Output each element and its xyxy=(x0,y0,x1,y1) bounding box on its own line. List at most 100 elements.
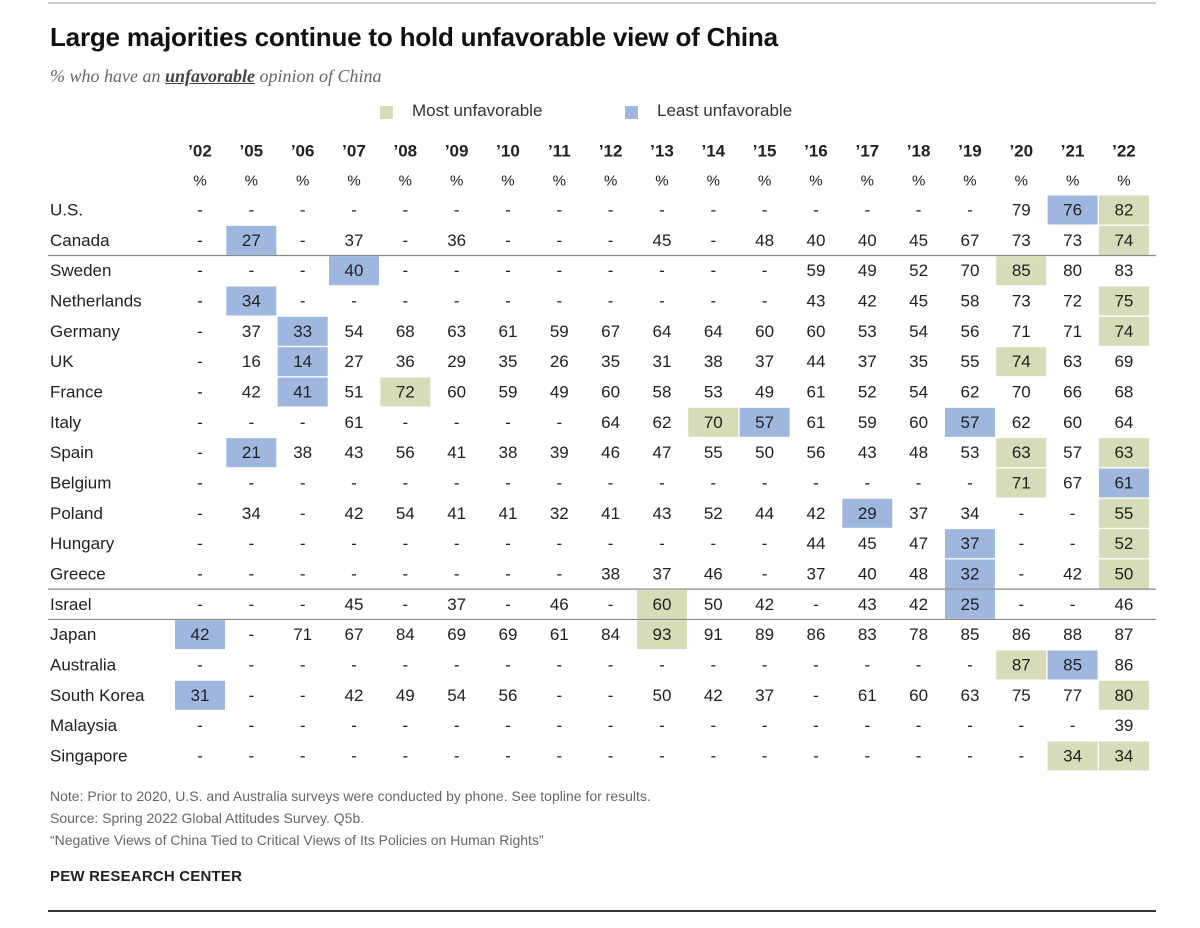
data-label: - xyxy=(454,201,460,220)
data-label: 84 xyxy=(396,625,415,644)
data-label: - xyxy=(351,655,357,674)
data-label: - xyxy=(762,746,768,765)
data-label: 85 xyxy=(1012,261,1031,280)
data-label: - xyxy=(505,534,511,553)
data-label: - xyxy=(197,443,203,462)
highlight-cell-least xyxy=(944,407,995,437)
data-label: - xyxy=(300,746,306,765)
year-header: ’20 xyxy=(1009,142,1033,161)
data-label: 61 xyxy=(806,413,825,432)
data-label: - xyxy=(300,716,306,735)
data-label: - xyxy=(505,413,511,432)
data-label: 85 xyxy=(1063,655,1082,674)
data-label: 72 xyxy=(1063,291,1082,310)
highlight-cell-least xyxy=(277,377,328,407)
data-label: - xyxy=(916,746,922,765)
data-label: 73 xyxy=(1063,231,1082,250)
data-label: - xyxy=(197,595,203,614)
data-label: - xyxy=(300,655,306,674)
data-label: 75 xyxy=(1012,686,1031,705)
data-label: 29 xyxy=(858,504,877,523)
data-label: - xyxy=(608,261,614,280)
unit-label: % xyxy=(193,173,206,190)
data-label: - xyxy=(659,291,665,310)
data-label: 87 xyxy=(1114,625,1133,644)
country-label: Hungary xyxy=(50,534,115,553)
data-label: - xyxy=(916,716,922,735)
data-label: - xyxy=(248,201,254,220)
data-label: - xyxy=(556,261,562,280)
data-label: - xyxy=(351,746,357,765)
data-label: 56 xyxy=(960,322,979,341)
data-label: - xyxy=(556,413,562,432)
data-label: - xyxy=(248,716,254,735)
data-label: - xyxy=(351,564,357,583)
data-label: - xyxy=(351,201,357,220)
data-label: 74 xyxy=(1012,352,1031,371)
data-label: - xyxy=(505,201,511,220)
data-label: - xyxy=(505,231,511,250)
data-label: 86 xyxy=(806,625,825,644)
highlight-cell-most xyxy=(1098,680,1149,710)
data-label: 86 xyxy=(1012,625,1031,644)
data-label: - xyxy=(300,534,306,553)
data-label: - xyxy=(710,291,716,310)
data-label: 59 xyxy=(858,413,877,432)
data-label: 67 xyxy=(960,231,979,250)
highlight-cell-most xyxy=(1098,559,1149,589)
data-label: - xyxy=(505,595,511,614)
data-label: 44 xyxy=(755,504,774,523)
highlight-cell-most xyxy=(1098,741,1149,771)
data-label: 42 xyxy=(755,595,774,614)
data-label: - xyxy=(300,564,306,583)
data-label: 37 xyxy=(242,322,261,341)
unit-label: % xyxy=(1117,173,1130,190)
data-label: 34 xyxy=(242,291,261,310)
data-label: - xyxy=(300,595,306,614)
data-label: - xyxy=(197,291,203,310)
highlight-cell-least xyxy=(944,589,995,619)
country-label: Canada xyxy=(50,231,110,250)
note-text: Note: Prior to 2020, U.S. and Australia … xyxy=(50,788,651,804)
data-label: - xyxy=(556,716,562,735)
data-label: 43 xyxy=(806,291,825,310)
year-header: ’07 xyxy=(342,142,366,161)
data-label: - xyxy=(402,291,408,310)
data-label: 61 xyxy=(806,382,825,401)
highlight-cell-most xyxy=(1098,286,1149,316)
data-label: 91 xyxy=(704,625,723,644)
data-label: - xyxy=(556,534,562,553)
data-label: - xyxy=(351,291,357,310)
data-label: 70 xyxy=(1012,382,1031,401)
data-label: - xyxy=(556,746,562,765)
data-label: - xyxy=(402,231,408,250)
country-label: Australia xyxy=(50,655,117,674)
data-label: - xyxy=(967,716,973,735)
data-label: 52 xyxy=(858,382,877,401)
country-label: Italy xyxy=(50,413,82,432)
data-label: - xyxy=(1070,716,1076,735)
data-label: 53 xyxy=(960,443,979,462)
data-label: - xyxy=(608,231,614,250)
data-label: 64 xyxy=(601,413,620,432)
data-label: - xyxy=(608,291,614,310)
data-label: - xyxy=(864,201,870,220)
data-label: 49 xyxy=(858,261,877,280)
data-label: 55 xyxy=(960,352,979,371)
data-label: 85 xyxy=(960,625,979,644)
data-label: - xyxy=(454,534,460,553)
data-label: 50 xyxy=(653,686,672,705)
data-label: 50 xyxy=(704,595,723,614)
data-label: - xyxy=(1070,534,1076,553)
data-label: - xyxy=(813,201,819,220)
data-label: 37 xyxy=(858,352,877,371)
unit-label: % xyxy=(963,173,976,190)
data-label: - xyxy=(197,413,203,432)
data-label: - xyxy=(197,352,203,371)
data-label: 57 xyxy=(960,413,979,432)
top-rule xyxy=(48,2,1156,4)
data-label: 48 xyxy=(909,564,928,583)
data-label: - xyxy=(1070,595,1076,614)
data-label: 63 xyxy=(960,686,979,705)
data-label: - xyxy=(248,746,254,765)
